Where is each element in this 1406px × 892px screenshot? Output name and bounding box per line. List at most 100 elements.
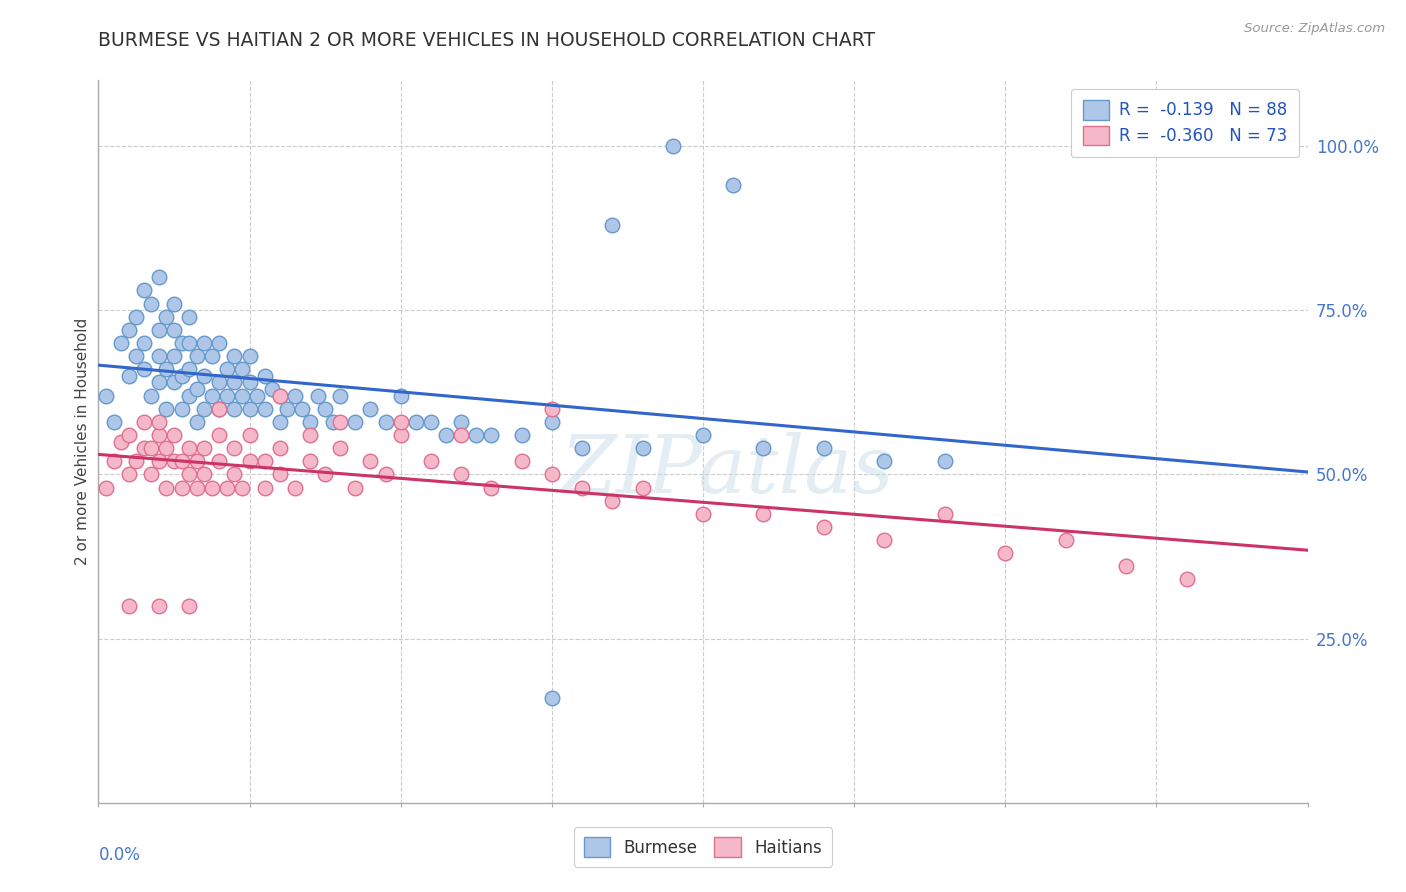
Point bbox=[360, 401, 382, 416]
Point bbox=[224, 467, 246, 482]
Point bbox=[224, 401, 246, 416]
Point bbox=[208, 454, 231, 468]
Point bbox=[170, 401, 193, 416]
Point bbox=[94, 481, 117, 495]
Point bbox=[374, 415, 396, 429]
Point bbox=[299, 454, 322, 468]
Point bbox=[215, 362, 238, 376]
Point bbox=[201, 481, 224, 495]
Point bbox=[148, 323, 170, 337]
Point bbox=[132, 284, 155, 298]
Point bbox=[450, 415, 472, 429]
Point bbox=[299, 415, 322, 429]
Point bbox=[148, 270, 170, 285]
Point bbox=[148, 349, 170, 363]
Point bbox=[193, 441, 215, 455]
Point bbox=[602, 493, 624, 508]
Point bbox=[239, 401, 262, 416]
Legend: Burmese, Haitians: Burmese, Haitians bbox=[574, 828, 832, 867]
Point bbox=[193, 401, 215, 416]
Point bbox=[132, 362, 155, 376]
Point bbox=[125, 349, 148, 363]
Point bbox=[692, 428, 714, 442]
Point bbox=[118, 428, 141, 442]
Point bbox=[208, 428, 231, 442]
Point bbox=[125, 310, 148, 324]
Point bbox=[253, 481, 276, 495]
Point bbox=[170, 481, 193, 495]
Point bbox=[94, 388, 117, 402]
Point bbox=[631, 441, 654, 455]
Point bbox=[284, 481, 307, 495]
Point bbox=[186, 349, 208, 363]
Point bbox=[602, 218, 624, 232]
Point bbox=[132, 336, 155, 351]
Point bbox=[103, 415, 125, 429]
Point bbox=[571, 481, 593, 495]
Point bbox=[329, 441, 352, 455]
Point bbox=[163, 454, 186, 468]
Point bbox=[148, 454, 170, 468]
Point bbox=[269, 467, 291, 482]
Point bbox=[141, 467, 163, 482]
Point bbox=[179, 599, 201, 613]
Point bbox=[405, 415, 427, 429]
Text: ZIPatlas: ZIPatlas bbox=[561, 432, 894, 509]
Point bbox=[374, 467, 396, 482]
Point bbox=[540, 690, 562, 705]
Point bbox=[208, 401, 231, 416]
Point bbox=[155, 362, 177, 376]
Point bbox=[314, 467, 336, 482]
Point bbox=[110, 434, 132, 449]
Point bbox=[752, 507, 775, 521]
Point bbox=[239, 428, 262, 442]
Point bbox=[179, 388, 201, 402]
Point bbox=[269, 441, 291, 455]
Point bbox=[631, 481, 654, 495]
Point bbox=[201, 388, 224, 402]
Point bbox=[934, 507, 956, 521]
Text: 0.0%: 0.0% bbox=[98, 847, 141, 864]
Point bbox=[253, 368, 276, 383]
Point bbox=[231, 362, 253, 376]
Point bbox=[873, 454, 896, 468]
Point bbox=[118, 599, 141, 613]
Point bbox=[148, 415, 170, 429]
Point bbox=[692, 507, 714, 521]
Point bbox=[103, 454, 125, 468]
Point bbox=[163, 296, 186, 310]
Point bbox=[481, 481, 503, 495]
Point bbox=[163, 428, 186, 442]
Point bbox=[994, 546, 1017, 560]
Point bbox=[239, 349, 262, 363]
Point bbox=[215, 481, 238, 495]
Point bbox=[276, 401, 298, 416]
Point bbox=[155, 481, 177, 495]
Point bbox=[163, 349, 186, 363]
Point bbox=[307, 388, 329, 402]
Point bbox=[132, 441, 155, 455]
Point bbox=[1054, 533, 1077, 547]
Point bbox=[329, 415, 352, 429]
Point bbox=[215, 388, 238, 402]
Point bbox=[170, 368, 193, 383]
Point bbox=[291, 401, 314, 416]
Point bbox=[179, 362, 201, 376]
Point bbox=[231, 388, 253, 402]
Point bbox=[752, 441, 775, 455]
Point bbox=[1175, 573, 1198, 587]
Point bbox=[118, 368, 141, 383]
Text: BURMESE VS HAITIAN 2 OR MORE VEHICLES IN HOUSEHOLD CORRELATION CHART: BURMESE VS HAITIAN 2 OR MORE VEHICLES IN… bbox=[98, 31, 876, 50]
Point bbox=[141, 441, 163, 455]
Point bbox=[155, 401, 177, 416]
Point bbox=[148, 376, 170, 390]
Point bbox=[389, 388, 412, 402]
Point bbox=[186, 382, 208, 396]
Point bbox=[322, 415, 344, 429]
Point bbox=[141, 296, 163, 310]
Y-axis label: 2 or more Vehicles in Household: 2 or more Vehicles in Household bbox=[75, 318, 90, 566]
Point bbox=[540, 401, 562, 416]
Point bbox=[481, 428, 503, 442]
Point bbox=[389, 428, 412, 442]
Point bbox=[262, 382, 284, 396]
